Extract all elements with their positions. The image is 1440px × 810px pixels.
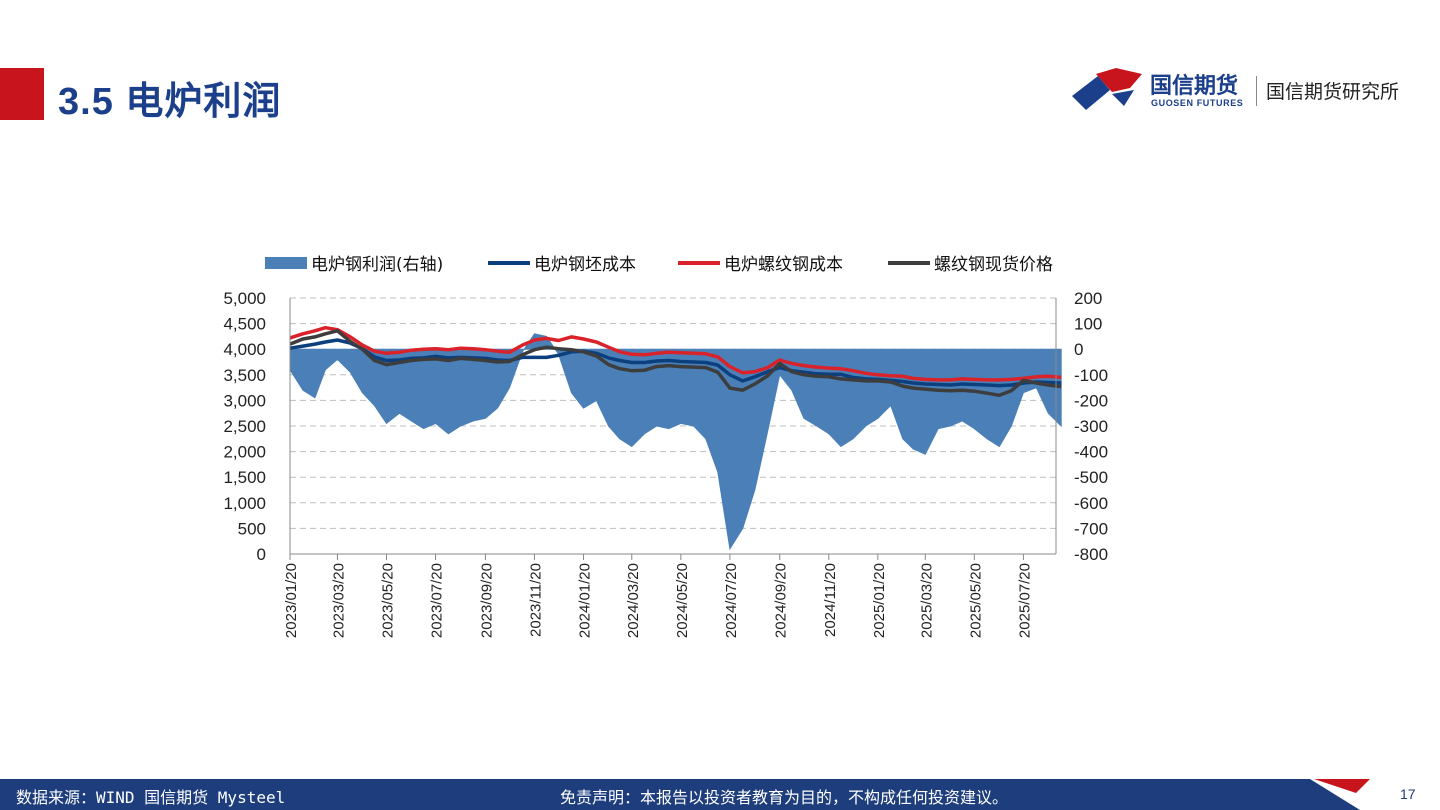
chart-canvas: 0 500 1,000 1,500 2,000 2,500 3,000 3,500 4,000 4… [223, 255, 1108, 638]
y-left-tick-label: 4,000 [223, 340, 266, 359]
y-right-tick-label: -500 [1074, 468, 1108, 487]
footer-decoration [1310, 779, 1440, 810]
y-right-tick-label: -400 [1074, 443, 1108, 462]
y-right-tick-label: -100 [1074, 366, 1108, 385]
x-tick-label: 2024/03/20 [625, 563, 642, 638]
series-line-billet-cost [289, 338, 1062, 388]
legend-label: 电炉钢坯成本 [534, 255, 636, 275]
logo-chinese-name: 国信期货 [1150, 73, 1239, 98]
logo-english-name: GUOSEN FUTURES [1151, 98, 1244, 108]
page-number: 17 [1400, 786, 1416, 802]
y-left-tick-label: 2,000 [223, 443, 266, 462]
x-tick-label: 2025/01/20 [871, 563, 888, 638]
x-tick-label: 2024/01/20 [577, 563, 594, 638]
page-title: 3.5 电炉利润 [58, 81, 282, 123]
x-tick-label: 2025/07/20 [1016, 563, 1033, 638]
data-source-note: 数据来源：WIND 国信期货 Mysteel [16, 788, 286, 807]
title-accent-bar [0, 68, 44, 120]
y-right-tick-label: -300 [1074, 417, 1108, 436]
x-tick-label: 2023/07/20 [429, 563, 446, 638]
y-left-tick-label: 2,500 [223, 417, 266, 436]
y-right-tick-label: -800 [1074, 545, 1108, 564]
y-left-tick-label: 1,500 [223, 468, 266, 487]
legend-label: 电炉钢利润(右轴) [311, 255, 443, 275]
x-tick-label: 2023/05/20 [380, 563, 397, 638]
x-tick-label: 2023/03/20 [330, 563, 347, 638]
legend-label: 电炉螺纹钢成本 [724, 255, 843, 275]
company-logo: 国信期货 GUOSEN FUTURES 国信期货研究所 [1072, 64, 1422, 116]
institute-name: 国信期货研究所 [1266, 82, 1400, 103]
y-right-tick-label: 0 [1074, 340, 1083, 359]
series-line-rebar-spot [289, 329, 1062, 398]
y-right-tick-label: 200 [1074, 289, 1102, 308]
x-tick-label: 2024/07/20 [723, 563, 740, 638]
x-tick-label: 2025/05/20 [967, 563, 984, 638]
y-left-tick-label: 0 [257, 545, 266, 564]
y-left-tick-label: 1,000 [223, 494, 266, 513]
y-right-tick-label: -700 [1074, 519, 1108, 538]
series-area-profit [289, 333, 1062, 551]
x-tick-label: 2024/11/20 [822, 563, 839, 637]
x-tick-label: 2025/03/20 [918, 563, 935, 638]
y-right-tick-label: -200 [1074, 391, 1108, 410]
y-right-tick-label: -600 [1074, 494, 1108, 513]
profit-chart: 0 500 1,000 1,500 2,000 2,500 3,000 3,500 4,000 4… [200, 236, 1140, 674]
x-tick-label: 2023/01/20 [283, 563, 300, 638]
x-tick-label: 2023/11/20 [527, 563, 544, 637]
legend-label: 螺纹钢现货价格 [934, 255, 1053, 275]
footer-bar: 数据来源：WIND 国信期货 Mysteel 免责声明：本报告以投资者教育为目的… [0, 779, 1440, 810]
guosen-logo-icon [1072, 68, 1142, 110]
y-left-tick-label: 3,000 [223, 391, 266, 410]
y-left-tick-label: 5,000 [223, 289, 266, 308]
disclaimer-note: 免责声明：本报告以投资者教育为目的，不构成任何投资建议。 [560, 788, 1009, 807]
legend-swatch [265, 257, 307, 269]
y-left-tick-label: 4,500 [223, 315, 266, 334]
y-left-tick-label: 3,500 [223, 366, 266, 385]
y-left-tick-label: 500 [238, 519, 266, 538]
logo-separator [1256, 76, 1257, 106]
x-tick-label: 2024/05/20 [674, 563, 691, 638]
x-tick-label: 2024/09/20 [773, 563, 790, 638]
x-tick-label: 2023/09/20 [478, 563, 495, 638]
series-line-rebar-cost [289, 325, 1062, 382]
y-right-tick-label: 100 [1074, 315, 1102, 334]
